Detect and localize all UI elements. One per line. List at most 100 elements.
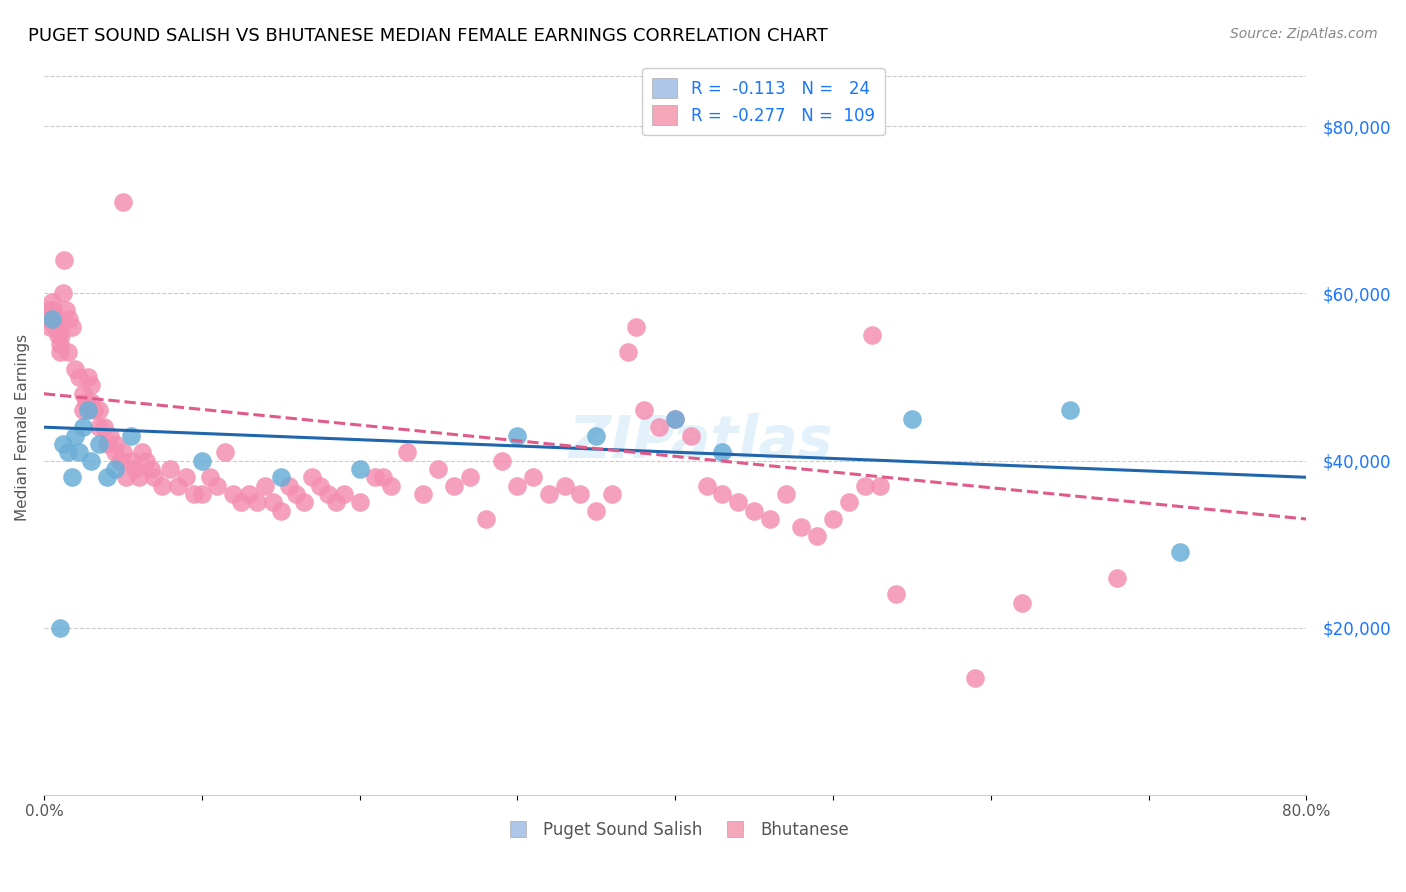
Point: [838, 495, 860, 509]
Point: [67, 370, 90, 384]
Point: [679, 428, 702, 442]
Point: [96, 470, 118, 484]
Point: [853, 478, 876, 492]
Point: [38, 303, 60, 318]
Point: [56, 445, 79, 459]
Point: [174, 470, 197, 484]
Point: [585, 428, 607, 442]
Point: [89, 403, 111, 417]
Point: [89, 420, 111, 434]
Point: [120, 453, 142, 467]
Point: [39, 319, 62, 334]
Point: [633, 403, 655, 417]
Point: [624, 319, 647, 334]
Point: [55, 303, 77, 318]
Point: [238, 487, 260, 501]
Point: [860, 328, 883, 343]
Point: [537, 487, 560, 501]
Point: [443, 478, 465, 492]
Point: [183, 487, 205, 501]
Point: [727, 495, 749, 509]
Point: [52, 286, 75, 301]
Point: [108, 453, 131, 467]
Point: [696, 478, 718, 492]
Point: [72, 403, 94, 417]
Point: [506, 428, 529, 442]
Point: [159, 462, 181, 476]
Point: [292, 495, 315, 509]
Point: [67, 445, 90, 459]
Point: [48, 345, 70, 359]
Point: [711, 445, 734, 459]
Point: [89, 437, 111, 451]
Point: [1105, 570, 1128, 584]
Point: [373, 470, 395, 484]
Legend: Puget Sound Salish, Bhutanese: Puget Sound Salish, Bhutanese: [495, 814, 856, 846]
Point: [427, 462, 450, 476]
Point: [309, 478, 332, 492]
Point: [277, 478, 299, 492]
Point: [711, 487, 734, 501]
Point: [775, 487, 797, 501]
Point: [316, 487, 339, 501]
Point: [80, 395, 103, 409]
Point: [35, 311, 58, 326]
Point: [1011, 596, 1033, 610]
Point: [72, 386, 94, 401]
Point: [41, 294, 63, 309]
Point: [600, 487, 623, 501]
Point: [131, 445, 153, 459]
Point: [83, 403, 105, 417]
Point: [617, 345, 640, 359]
Point: [806, 529, 828, 543]
Point: [759, 512, 782, 526]
Point: [115, 470, 138, 484]
Point: [143, 470, 166, 484]
Point: [458, 470, 481, 484]
Point: [884, 587, 907, 601]
Point: [246, 495, 269, 509]
Point: [395, 445, 418, 459]
Point: [46, 328, 69, 343]
Point: [214, 445, 236, 459]
Point: [96, 437, 118, 451]
Point: [41, 303, 63, 318]
Point: [77, 370, 100, 384]
Point: [98, 428, 121, 442]
Point: [104, 445, 127, 459]
Point: [325, 495, 347, 509]
Point: [48, 621, 70, 635]
Point: [45, 311, 67, 326]
Point: [51, 328, 73, 343]
Point: [93, 420, 115, 434]
Point: [380, 478, 402, 492]
Point: [76, 395, 98, 409]
Point: [349, 462, 371, 476]
Point: [80, 453, 103, 467]
Point: [253, 478, 276, 492]
Point: [742, 504, 765, 518]
Point: [124, 462, 146, 476]
Point: [190, 487, 212, 501]
Point: [231, 495, 253, 509]
Point: [506, 478, 529, 492]
Point: [135, 453, 157, 467]
Point: [222, 487, 245, 501]
Point: [901, 412, 924, 426]
Point: [128, 470, 150, 484]
Point: [53, 253, 76, 268]
Point: [56, 345, 79, 359]
Point: [104, 437, 127, 451]
Point: [262, 495, 284, 509]
Point: [60, 319, 83, 334]
Point: [869, 478, 891, 492]
Point: [554, 478, 576, 492]
Point: [42, 311, 65, 326]
Point: [270, 504, 292, 518]
Point: [44, 319, 66, 334]
Point: [150, 478, 173, 492]
Text: PUGET SOUND SALISH VS BHUTANESE MEDIAN FEMALE EARNINGS CORRELATION CHART: PUGET SOUND SALISH VS BHUTANESE MEDIAN F…: [28, 27, 828, 45]
Point: [364, 470, 387, 484]
Point: [474, 512, 496, 526]
Point: [44, 311, 66, 326]
